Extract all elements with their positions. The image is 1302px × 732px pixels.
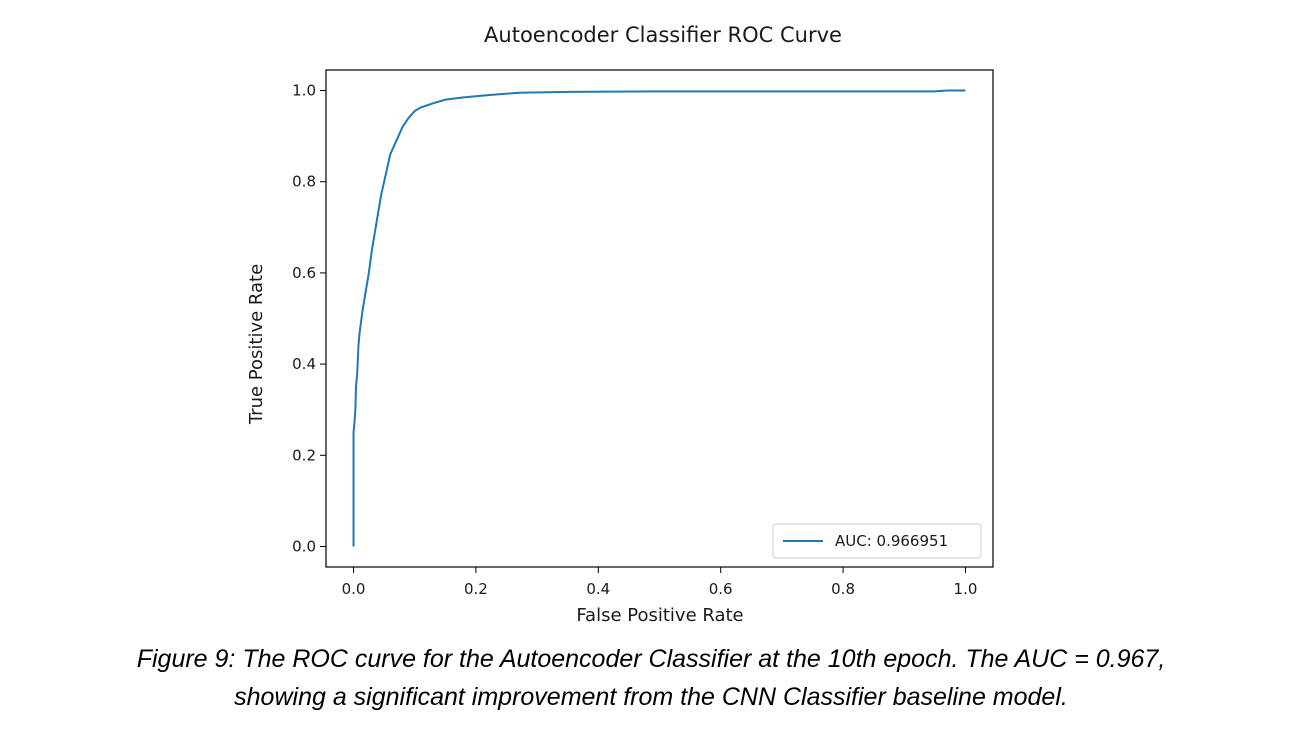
y-tick-label: 0.4 — [292, 355, 316, 373]
y-tick-label: 0.0 — [292, 537, 316, 555]
x-tick-label: 0.0 — [342, 580, 366, 598]
x-tick-label: 0.4 — [586, 580, 610, 598]
x-axis-ticks: 0.0 0.2 0.4 0.6 0.8 1.0 — [342, 567, 978, 598]
y-axis-label: True Positive Rate — [246, 264, 267, 425]
y-tick-label: 0.8 — [292, 173, 316, 191]
x-tick-label: 1.0 — [954, 580, 978, 598]
legend-label: AUC: 0.966951 — [835, 532, 948, 550]
chart-title: Autoencoder Classifier ROC Curve — [484, 23, 842, 47]
x-tick-label: 0.2 — [464, 580, 488, 598]
caption-line-2: showing a significant improvement from t… — [234, 683, 1068, 711]
plot-frame — [325, 69, 994, 568]
figure-caption: Figure 9: The ROC curve for the Autoenco… — [0, 640, 1302, 716]
x-axis-label: False Positive Rate — [576, 605, 743, 626]
y-axis-ticks: 0.0 0.2 0.4 0.6 0.8 1.0 — [292, 82, 326, 555]
legend: AUC: 0.966951 — [772, 523, 982, 559]
x-tick-label: 0.8 — [831, 580, 855, 598]
x-tick-label: 0.6 — [709, 580, 733, 598]
roc-chart: Autoencoder Classifier ROC Curve 0.0 0.2 0… — [246, 23, 994, 626]
roc-curve-line — [352, 89, 966, 547]
y-tick-label: 1.0 — [292, 82, 316, 100]
legend-box — [772, 523, 982, 559]
y-tick-label: 0.6 — [292, 264, 316, 282]
y-tick-label: 0.2 — [292, 446, 316, 464]
caption-line-1: Figure 9: The ROC curve for the Autoenco… — [136, 645, 1166, 673]
